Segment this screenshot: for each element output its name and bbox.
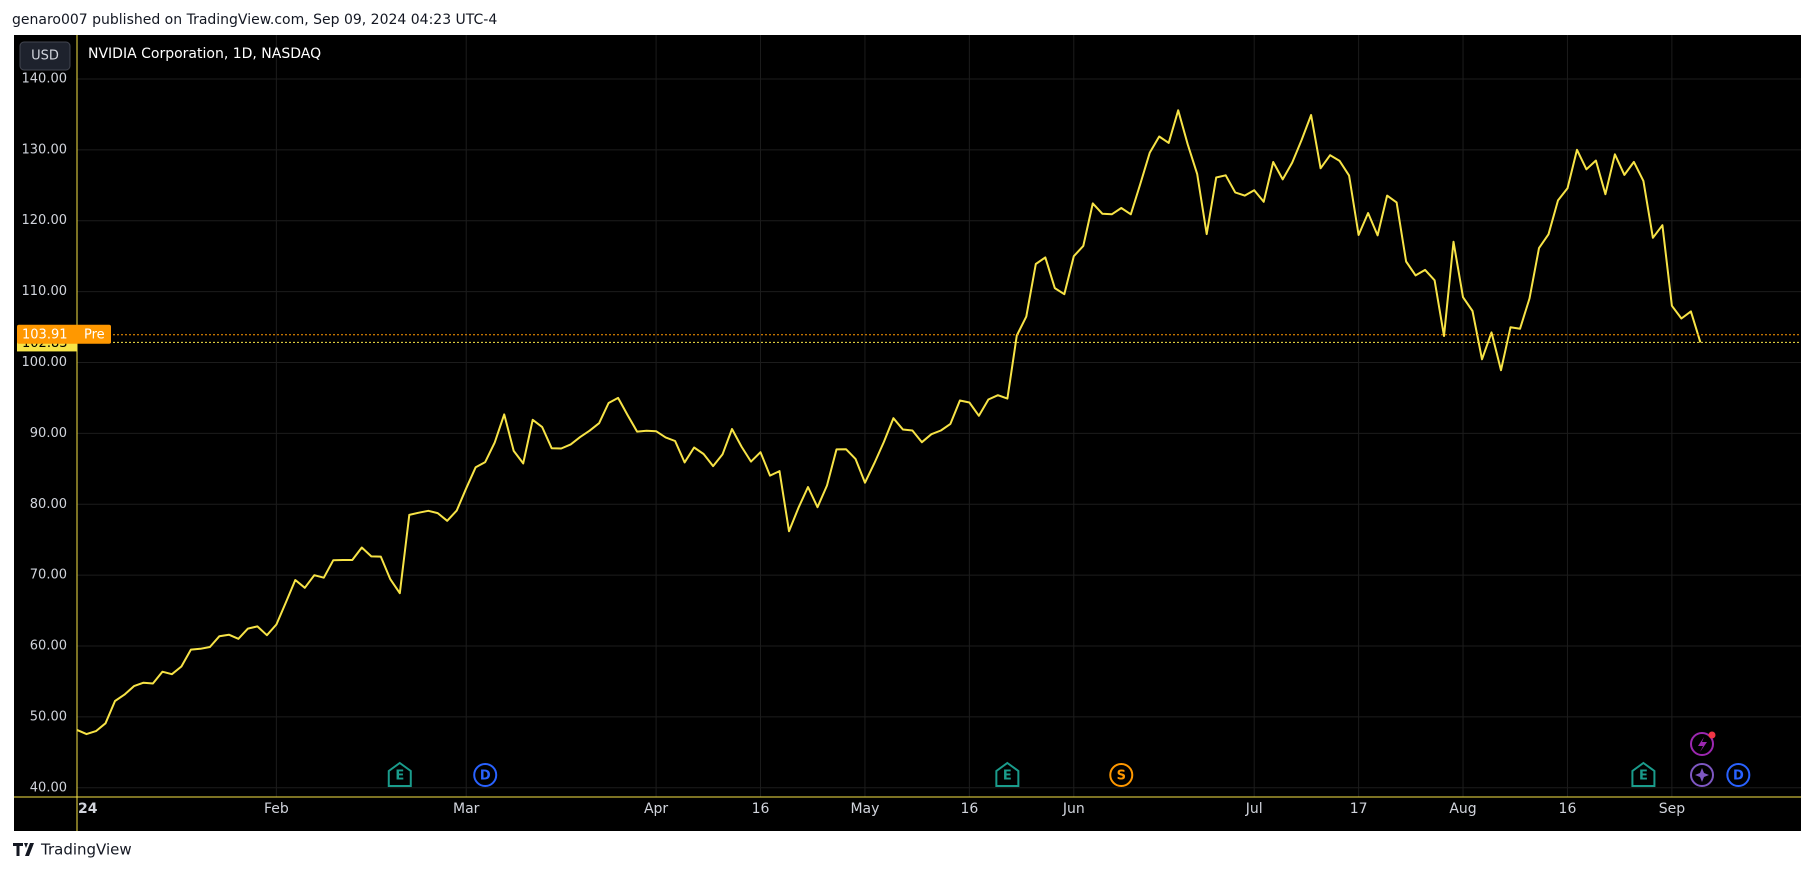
y-tick-label: 110.00 — [22, 284, 68, 299]
event-label: S — [1117, 769, 1126, 784]
event-marker — [387, 761, 412, 787]
x-tick-label: May — [850, 801, 879, 817]
pre-market-label: 103.91 — [22, 327, 68, 342]
event-marker — [1726, 763, 1751, 787]
y-tick-label: 70.00 — [30, 568, 67, 583]
currency-button[interactable] — [19, 41, 71, 71]
event-label: E — [1003, 769, 1012, 784]
event-marker — [1631, 761, 1656, 787]
x-tick-label: Sep — [1659, 801, 1686, 817]
y-tick-label: 100.00 — [22, 355, 68, 370]
event-label: D — [480, 769, 491, 784]
y-tick-label: 60.00 — [30, 639, 67, 654]
y-tick-label: 130.00 — [22, 142, 68, 157]
y-tick-label: 90.00 — [30, 426, 67, 441]
chart-title: NVIDIA Corporation, 1D, NASDAQ — [88, 46, 321, 62]
star-icon — [1695, 768, 1709, 782]
x-tick-label: 16 — [960, 801, 978, 817]
y-tick-label: 80.00 — [30, 497, 67, 512]
x-tick-label: Aug — [1449, 801, 1476, 817]
x-tick-label: Jul — [1245, 801, 1263, 817]
y-tick-label: 140.00 — [22, 71, 68, 86]
pre-market-tag: Pre — [84, 327, 105, 342]
y-tick-label: 40.00 — [30, 780, 67, 795]
currency[interactable]: USD — [31, 49, 59, 64]
x-tick-label: Mar — [453, 801, 480, 817]
pre-market-box — [17, 324, 111, 344]
event-label: D — [1733, 769, 1744, 784]
x-tick-label: 24 — [78, 801, 98, 817]
x-tick-label: Feb — [264, 801, 289, 817]
publish-header: genaro007 published on TradingView.com, … — [12, 12, 497, 28]
footer-logo — [13, 843, 34, 856]
x-tick-label: 16 — [1559, 801, 1577, 817]
alert-icons — [1690, 731, 1716, 787]
x-tick-label: 16 — [752, 801, 770, 817]
y-tick-label: 120.00 — [22, 213, 68, 228]
x-tick-label: Apr — [644, 801, 668, 817]
x-tick-label: 17 — [1350, 801, 1368, 817]
logo-mark — [13, 843, 34, 856]
event-marker — [995, 761, 1020, 787]
footer-brand: TradingView — [40, 841, 132, 859]
alert-dot — [1708, 731, 1716, 739]
x-tick-label: Jun — [1062, 801, 1085, 817]
bolt-icon — [1698, 737, 1707, 752]
idea-icon — [1690, 763, 1714, 787]
alert-icon — [1690, 732, 1714, 756]
event-label: E — [395, 769, 404, 784]
event-marker — [1109, 763, 1134, 787]
price-line — [76, 109, 1702, 736]
event-marker — [473, 763, 498, 787]
y-tick-label: 50.00 — [30, 709, 67, 724]
event-label: E — [1639, 769, 1648, 784]
